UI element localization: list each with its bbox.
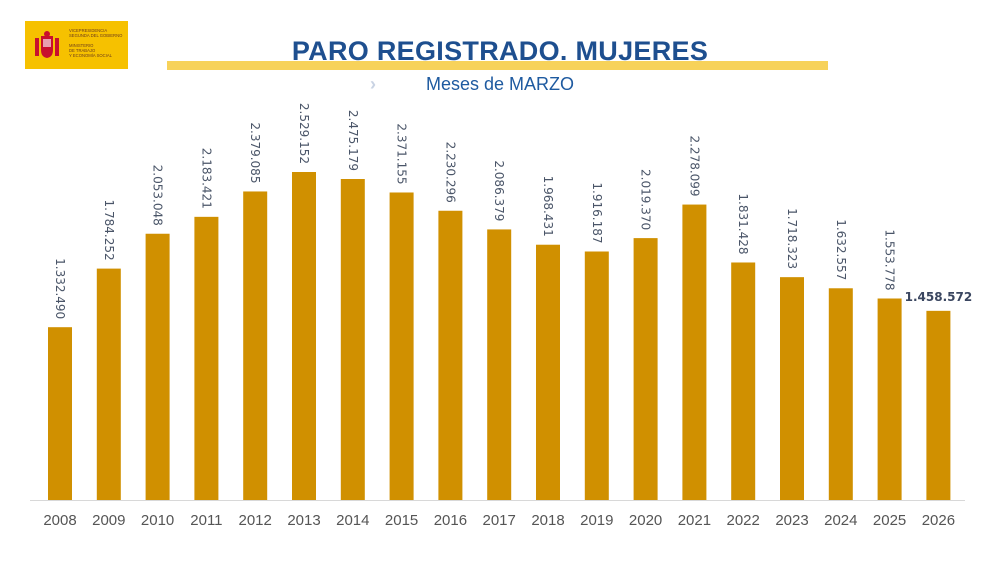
x-tick-label: 2025 — [873, 512, 906, 529]
x-tick-label: 2020 — [629, 512, 662, 529]
title-underline-band — [167, 61, 828, 70]
bar-2016 — [438, 210, 463, 500]
bar-2009 — [96, 268, 121, 500]
ministry-logo: VICEPRESIDENCIA SEGUNDA DEL GOBIERNO MIN… — [25, 21, 128, 69]
logo-text: VICEPRESIDENCIA SEGUNDA DEL GOBIERNO MIN… — [69, 28, 123, 58]
x-tick-label: 2013 — [287, 512, 320, 529]
data-label: 1.332.490 — [53, 258, 67, 319]
page-subtitle: Meses de MARZO — [425, 74, 575, 94]
bar-2015 — [389, 192, 414, 500]
data-label: 1.458.572 — [905, 290, 973, 304]
x-tick-label: 2021 — [678, 512, 711, 529]
x-tick-label: 2024 — [824, 512, 857, 529]
x-tick-label: 2010 — [141, 512, 174, 529]
bar-2025 — [877, 298, 902, 500]
bar-2011 — [194, 216, 219, 500]
x-tick-label: 2009 — [92, 512, 125, 529]
bar-2022 — [731, 262, 756, 500]
x-tick-label: 2008 — [43, 512, 76, 529]
bar-2013 — [292, 172, 316, 500]
x-tick-label: 2018 — [531, 512, 564, 529]
bar-2023 — [780, 277, 804, 500]
data-label: 1.718.323 — [785, 208, 799, 269]
data-label: 2.529.152 — [297, 103, 311, 164]
x-tick-label: 2023 — [775, 512, 808, 529]
page-title: PARO REGISTRADO. MUJERES — [291, 36, 709, 66]
data-label: 2.053.048 — [151, 165, 165, 226]
x-tick-label: 2016 — [434, 512, 467, 529]
x-tick-label: 2011 — [190, 512, 222, 529]
bar-2014 — [340, 178, 365, 500]
data-label: 2.230.296 — [443, 142, 457, 203]
data-label: 2.278.099 — [687, 135, 701, 196]
data-label: 1.632.557 — [834, 219, 848, 280]
bar-2020 — [633, 238, 658, 500]
bar-2026 — [926, 310, 951, 500]
data-label: 2.371.155 — [395, 123, 409, 184]
bar-2017 — [487, 229, 512, 500]
data-label: 1.553.778 — [883, 229, 897, 290]
bar-2024 — [828, 288, 853, 500]
bar-2018 — [536, 244, 560, 500]
data-label: 2.086.379 — [492, 160, 506, 221]
data-label: 1.916.187 — [590, 182, 604, 243]
x-tick-label: 2019 — [580, 512, 613, 529]
x-tick-label: 2026 — [922, 512, 955, 529]
bar-2012 — [243, 191, 268, 500]
data-label: 2.183.421 — [199, 148, 213, 209]
x-tick-label: 2014 — [336, 512, 369, 529]
data-label: 1.831.428 — [736, 193, 750, 254]
x-tick-label: 2012 — [239, 512, 272, 529]
x-tick-label: 2015 — [385, 512, 418, 529]
bar-2019 — [584, 251, 609, 500]
data-label: 1.968.431 — [541, 176, 555, 237]
data-label: 2.019.370 — [639, 169, 653, 230]
bar-2008 — [48, 327, 72, 500]
bar-2010 — [145, 233, 170, 500]
bar-2021 — [682, 204, 707, 500]
chevron-right-icon: › — [370, 74, 376, 94]
data-label: 2.475.179 — [346, 110, 360, 171]
x-tick-label: 2022 — [727, 512, 760, 529]
data-label: 2.379.085 — [248, 122, 262, 183]
data-label: 1.784.252 — [102, 200, 116, 261]
coat-of-arms-icon — [35, 31, 59, 58]
x-tick-label: 2017 — [483, 512, 516, 529]
